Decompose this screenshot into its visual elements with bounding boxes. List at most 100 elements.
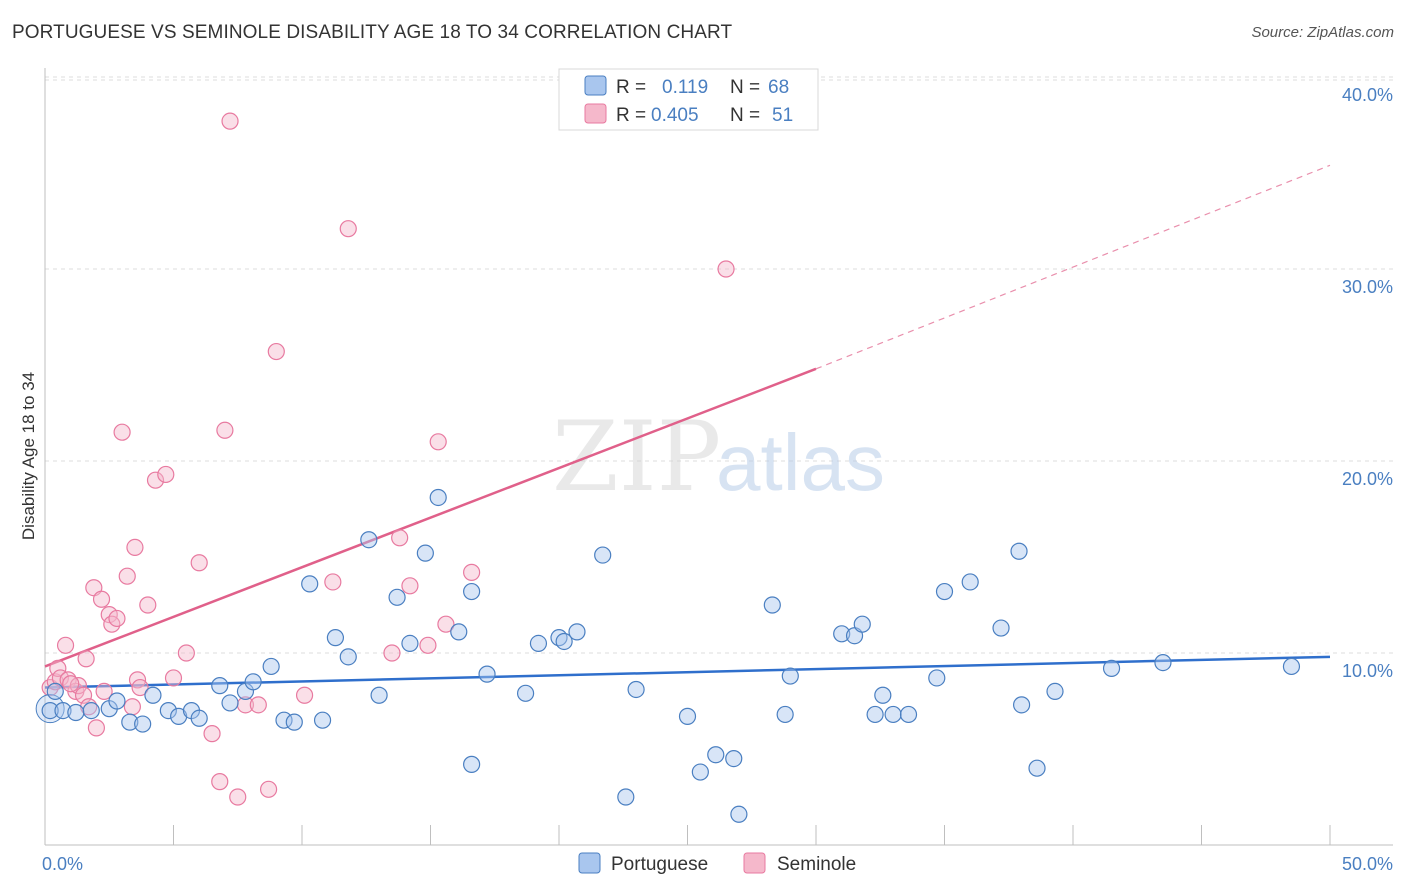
portuguese-point-37	[529, 634, 548, 653]
seminole-point-3	[49, 659, 67, 677]
portuguese-points	[35, 488, 1301, 823]
portuguese-point-46	[707, 746, 725, 764]
trend-line-portuguese	[44, 655, 1331, 689]
chart-title: PORTUGUESE VS SEMINOLE DISABILITY AGE 18…	[12, 22, 733, 43]
portuguese-point-10	[144, 686, 162, 704]
portuguese-point-20	[275, 711, 293, 729]
seminole-point-44	[391, 529, 409, 547]
portuguese-point-3	[54, 701, 72, 720]
portuguese-point-30	[416, 544, 434, 562]
portuguese-point-41	[594, 546, 612, 564]
portuguese-point-23	[313, 711, 332, 729]
portuguese-point-61	[961, 573, 979, 591]
portuguese-point-27	[370, 686, 388, 704]
seminole-point-5	[56, 636, 75, 654]
trend-line-seminole-extension	[815, 164, 1331, 370]
seminole-point-28	[164, 669, 183, 687]
legend-r-value-1: 0.119	[662, 77, 708, 98]
seminole-point-18	[108, 609, 126, 628]
seminole-point-41	[324, 573, 342, 591]
portuguese-point-59	[928, 669, 946, 687]
portuguese-point-9	[134, 715, 152, 733]
portuguese-point-36	[516, 684, 535, 702]
portuguese-point-8	[121, 713, 139, 731]
y-tick-label-3: 30.0%	[1342, 277, 1393, 297]
x-tick-label-max: 50.0%	[1342, 854, 1393, 874]
portuguese-point-22	[301, 575, 319, 593]
portuguese-point-24	[326, 629, 345, 647]
portuguese-point-55	[866, 705, 884, 724]
seminole-point-51	[62, 675, 80, 693]
y-axis-label: Disability Age 18 to 34	[19, 372, 38, 540]
seminole-point-34	[221, 112, 239, 130]
seminole-point-48	[437, 615, 455, 633]
seminole-point-49	[463, 563, 481, 581]
portuguese-point-66	[1046, 682, 1064, 701]
portuguese-point-67	[1102, 659, 1121, 677]
seminole-point-24	[131, 678, 149, 697]
tick-labels: 10.0% 20.0% 30.0% 40.0% 0.0% 50.0%	[42, 85, 1393, 874]
seminole-point-25	[139, 596, 157, 614]
seminole-point-15	[95, 682, 113, 701]
portuguese-point-29	[401, 634, 419, 653]
seminole-point-30	[190, 554, 208, 572]
portuguese-point-49	[763, 596, 781, 614]
portuguese-point-31	[429, 488, 447, 507]
legend-r-label-2: R =	[616, 105, 646, 126]
portuguese-point-33	[463, 582, 481, 601]
portuguese-point-15	[211, 677, 229, 695]
portuguese-point-34	[478, 665, 496, 683]
bottom-legend-seminole: Seminole	[777, 854, 856, 875]
seminole-point-42	[339, 220, 357, 238]
portuguese-point-32	[450, 623, 468, 641]
portuguese-point-63	[1010, 542, 1028, 560]
seminole-point-39	[267, 342, 285, 361]
portuguese-point-18	[244, 673, 262, 691]
legend-swatch-seminole	[584, 103, 607, 124]
portuguese-point-52	[833, 625, 851, 643]
seminole-point-26	[146, 471, 165, 489]
seminole-point-35	[229, 788, 247, 806]
seminole-point-22	[126, 538, 144, 557]
y-tick-label-1: 10.0%	[1342, 661, 1393, 681]
axes	[44, 68, 1393, 846]
bottom-legend: Portuguese Seminole	[578, 852, 856, 875]
y-tick-label-4: 40.0%	[1342, 85, 1393, 105]
portuguese-point-40	[568, 623, 586, 641]
seminole-point-32	[211, 773, 229, 791]
seminole-point-29	[177, 644, 195, 662]
legend: R = 0.119 N = 68 R = 0.405 N = 51	[558, 68, 819, 131]
portuguese-point-1	[41, 701, 59, 720]
bottom-legend-swatch-seminole	[743, 852, 766, 874]
seminole-point-13	[87, 719, 106, 737]
portuguese-point-47	[725, 749, 743, 768]
seminole-point-50	[717, 260, 735, 278]
seminole-point-45	[401, 577, 419, 595]
watermark-atlas: atlas	[716, 418, 885, 507]
portuguese-point-58	[899, 705, 918, 724]
gridlines	[45, 76, 1393, 654]
portuguese-point-56	[874, 686, 892, 704]
seminole-point-19	[113, 423, 131, 441]
portuguese-point-69	[1282, 657, 1301, 676]
portuguese-point-39	[555, 632, 573, 651]
y-tick-label-2: 20.0%	[1342, 469, 1393, 489]
portuguese-point-19	[262, 657, 280, 676]
portuguese-point-5	[82, 701, 100, 720]
portuguese-point-65	[1028, 759, 1046, 777]
legend-n-label-2: N =	[730, 105, 760, 126]
portuguese-point-60	[935, 582, 954, 601]
legend-swatch-portuguese	[584, 75, 607, 96]
trend-line-seminole	[44, 367, 817, 668]
portuguese-point-57	[884, 705, 902, 724]
x-tick-label-min: 0.0%	[42, 854, 83, 874]
portuguese-point-4	[67, 703, 85, 722]
seminole-point-31	[203, 725, 221, 743]
portuguese-point-54	[853, 615, 871, 633]
seminole-point-20	[118, 567, 136, 585]
portuguese-point-44	[678, 707, 697, 725]
seminole-point-46	[419, 636, 437, 654]
portuguese-point-11	[159, 701, 177, 720]
legend-n-label-1: N =	[730, 77, 760, 98]
